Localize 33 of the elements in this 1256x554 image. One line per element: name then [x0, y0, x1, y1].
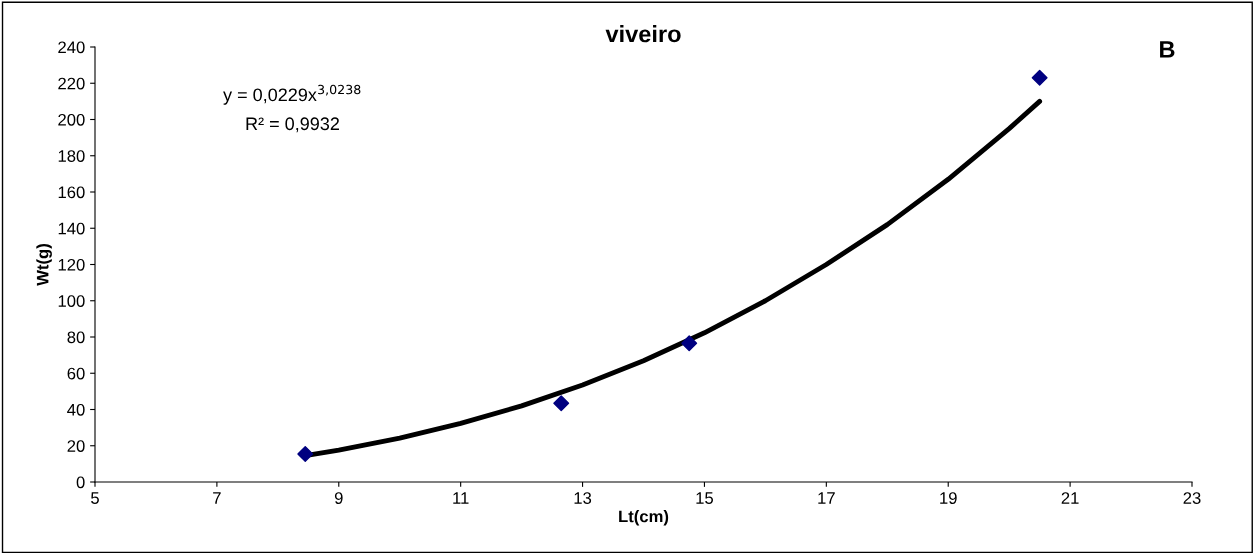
- y-tick-label: 180: [58, 150, 85, 162]
- x-axis-title: Lt(cm): [619, 510, 669, 526]
- x-tick-label: 7: [213, 492, 221, 504]
- x-tick-label: 19: [940, 492, 957, 504]
- annotation: R² = 0,9932: [246, 117, 339, 133]
- point: [1031, 69, 1048, 86]
- y-tick-label: 140: [58, 222, 85, 235]
- x-tick-label: 11: [453, 492, 469, 504]
- x-tick-label: 9: [334, 492, 343, 504]
- y-tick-label: 200: [58, 113, 85, 126]
- annotation: B: [1160, 41, 1175, 58]
- annotation: y = 0,0229x$^{3,0238}$: [223, 84, 361, 105]
- y-tick-label: 60: [67, 367, 85, 380]
- x-tick-label: 21: [1061, 492, 1079, 504]
- point: [297, 445, 314, 462]
- x-tick-label: 13: [574, 492, 592, 504]
- x-tick-label: 17: [818, 492, 835, 504]
- y-tick-label: 160: [58, 186, 85, 199]
- y-tick-label: 240: [58, 41, 85, 54]
- point: [681, 335, 698, 352]
- chart-title: viveiro: [605, 24, 681, 43]
- y-tick-label: 40: [67, 403, 85, 416]
- y-tick-label: 80: [67, 331, 85, 344]
- y-tick-label: 0: [76, 476, 85, 489]
- x-tick-label: 5: [91, 492, 99, 504]
- x-tick-label: 15: [696, 492, 714, 504]
- y-tick-label: 20: [67, 440, 85, 452]
- y-tick-label: 120: [58, 258, 85, 271]
- x-tick-label: 23: [1183, 492, 1201, 504]
- y-axis-title: Wt(g): [36, 244, 52, 286]
- y-tick-label: 100: [58, 295, 85, 307]
- point: [553, 395, 570, 412]
- y-tick-label: 220: [58, 77, 85, 90]
